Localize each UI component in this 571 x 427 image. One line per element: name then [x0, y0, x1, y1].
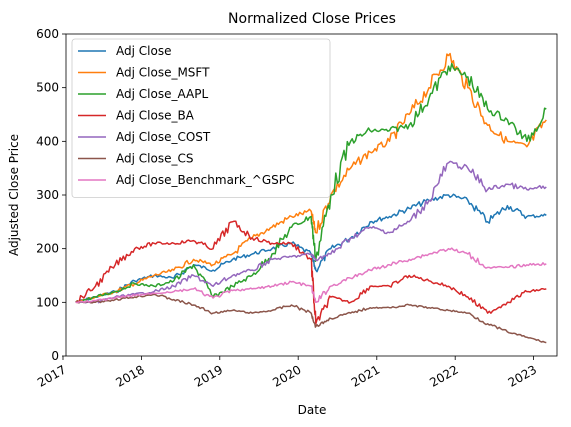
legend-entry-label: Adj Close_Benchmark_^GSPC	[116, 173, 294, 187]
legend-entry-label: Adj Close_BA	[116, 109, 195, 123]
legend-entry-label: Adj Close_CS	[116, 152, 193, 166]
y-tick-label: 200	[36, 242, 59, 256]
y-tick-label: 0	[51, 349, 59, 363]
x-axis-label: Date	[298, 403, 327, 417]
chart-title: Normalized Close Prices	[228, 11, 396, 27]
legend-entry-label: Adj Close	[116, 44, 171, 58]
y-tick-label: 300	[36, 188, 59, 202]
y-tick-label: 400	[36, 134, 59, 148]
y-axis-label: Adjusted Close Price	[7, 134, 21, 256]
legend-entry-label: Adj Close_COST	[116, 130, 211, 144]
legend: Adj Close Adj Close_MSFT Adj Close_AAPL Adj…	[72, 39, 330, 198]
legend-entry-label: Adj Close_MSFT	[116, 66, 210, 80]
y-tick-label: 600	[36, 27, 59, 41]
legend-entry-label: Adj Close_AAPL	[116, 87, 208, 101]
y-tick-label: 100	[36, 295, 59, 309]
y-tick-label: 500	[36, 81, 59, 95]
